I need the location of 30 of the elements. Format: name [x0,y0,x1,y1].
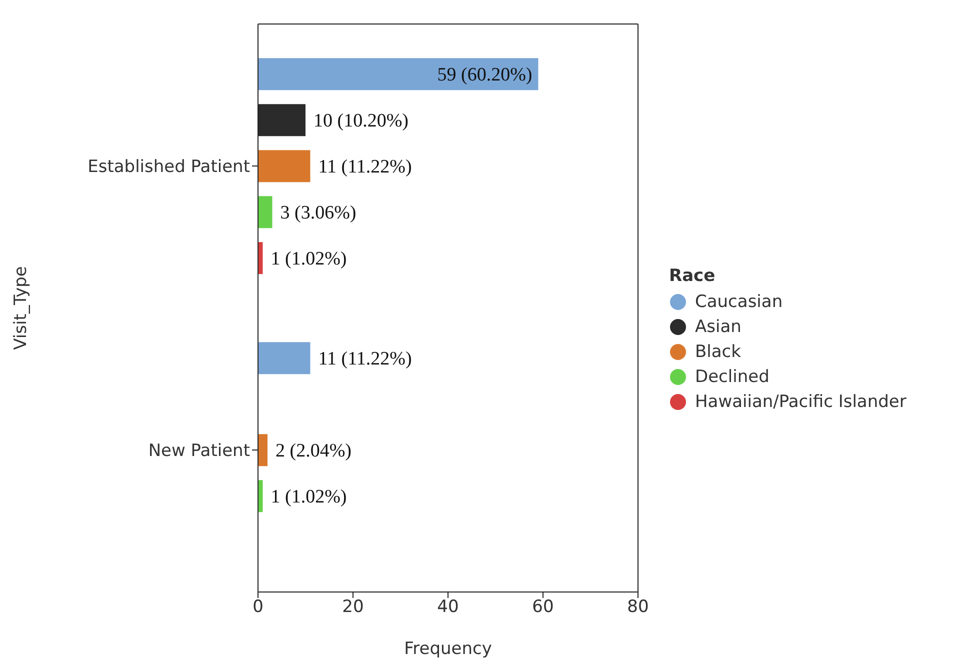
x-tick-label: 40 [437,597,459,618]
legend-label: Hawaiian/Pacific Islander [695,392,906,412]
legend-label: Declined [695,367,770,387]
data-label: 1 (1.02%) [270,486,347,508]
x-axis-title: Frequency [404,639,492,659]
bar [258,434,268,466]
legend-label: Caucasian [695,292,783,312]
bar [258,196,272,228]
data-label: 1 (1.02%) [270,248,347,270]
legend-title: Race [669,266,716,286]
bar [258,242,263,274]
y-tick-label: New Patient [148,441,250,462]
legend-label: Black [695,342,741,362]
data-label: 10 (10.20%) [314,110,408,132]
y-axis-title: Visit_Type [11,266,32,350]
x-tick-label: 20 [342,597,364,618]
bar [258,342,310,374]
data-label: 59 (60.20%) [437,64,532,86]
data-label: 11 (11.22%) [318,348,412,370]
bar [258,58,538,90]
bar [258,480,263,512]
y-tick-label: Established Patient [88,157,250,178]
x-tick-label: 60 [532,597,554,618]
x-tick-label: 0 [252,597,264,618]
bar [258,150,310,182]
data-label: 2 (2.04%) [276,440,352,462]
x-tick-label: 80 [627,597,649,618]
data-label: 3 (3.06%) [280,202,356,224]
legend-label: Asian [695,317,742,337]
data-label: 11 (11.22%) [318,156,412,178]
